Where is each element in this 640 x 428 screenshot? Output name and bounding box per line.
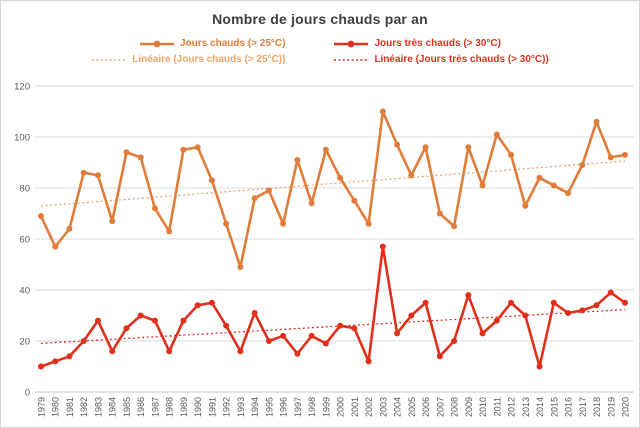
svg-text:1986: 1986 [136, 397, 146, 417]
svg-text:1982: 1982 [79, 397, 89, 417]
svg-text:1997: 1997 [293, 397, 303, 417]
dotted-line-swatch-icon [91, 55, 127, 65]
svg-text:1991: 1991 [207, 397, 217, 417]
svg-text:1984: 1984 [108, 397, 118, 417]
svg-text:40: 40 [19, 286, 30, 297]
svg-text:1981: 1981 [65, 397, 75, 417]
y-axis-labels: 0 20 40 60 80 100 120 [14, 82, 30, 399]
svg-text:1999: 1999 [321, 397, 331, 417]
legend-label: Jours chauds (> 25°C) [180, 38, 286, 49]
svg-text:2012: 2012 [507, 397, 517, 417]
legend-item-jours-chauds: Jours chauds (> 25°C) [139, 38, 285, 49]
svg-text:2006: 2006 [421, 397, 431, 417]
svg-text:2005: 2005 [407, 397, 417, 417]
legend-row-trendlines: Linéaire (Jours chauds (> 25°C)) Linéair… [91, 54, 549, 65]
svg-text:2001: 2001 [350, 397, 360, 417]
svg-text:1998: 1998 [307, 397, 317, 417]
svg-text:2008: 2008 [450, 397, 460, 417]
svg-text:1992: 1992 [222, 397, 232, 417]
svg-text:2002: 2002 [364, 397, 374, 417]
legend-label: Jours très chauds (> 30°C) [374, 38, 501, 49]
svg-text:2007: 2007 [435, 397, 445, 417]
legend-item-lineaire-jours-tres-chauds: Linéaire (Jours très chauds (> 30°C)) [333, 54, 549, 65]
svg-text:1995: 1995 [264, 397, 274, 417]
svg-text:100: 100 [14, 133, 30, 144]
svg-text:60: 60 [19, 235, 30, 246]
legend-label: Linéaire (Jours chauds (> 25°C)) [132, 54, 286, 65]
series-1 [38, 243, 628, 370]
svg-text:120: 120 [14, 82, 30, 93]
svg-text:1987: 1987 [150, 397, 160, 417]
svg-text:1993: 1993 [236, 397, 246, 417]
svg-text:80: 80 [19, 184, 30, 195]
svg-text:0: 0 [25, 388, 30, 399]
dotted-line-swatch-icon [333, 55, 369, 65]
svg-text:2011: 2011 [492, 397, 502, 416]
svg-text:1988: 1988 [165, 397, 175, 417]
legend-row-series: Jours chauds (> 25°C) Jours très chauds … [139, 38, 501, 49]
line-marker-swatch-icon [139, 39, 175, 49]
svg-text:2020: 2020 [621, 397, 631, 417]
legend-item-lineaire-jours-chauds: Linéaire (Jours chauds (> 25°C)) [91, 54, 285, 65]
legend-label: Linéaire (Jours très chauds (> 30°C)) [374, 54, 549, 65]
svg-text:2010: 2010 [478, 397, 488, 417]
svg-text:1990: 1990 [193, 397, 203, 417]
trendline-1 [40, 308, 626, 345]
svg-text:2018: 2018 [592, 397, 602, 417]
svg-text:2019: 2019 [606, 397, 616, 417]
svg-text:1980: 1980 [51, 397, 61, 417]
svg-text:2014: 2014 [535, 397, 545, 417]
series-0 [38, 108, 628, 271]
svg-text:2004: 2004 [393, 397, 403, 417]
x-axis-labels: 1979 1980 1981 1982 1983 1984 1985 1986 1987 1988… [37, 397, 631, 417]
trendline-0 [40, 160, 626, 207]
svg-text:1983: 1983 [93, 397, 103, 417]
line-marker-swatch-icon [333, 39, 369, 49]
gridlines [35, 85, 634, 393]
svg-text:2009: 2009 [464, 397, 474, 417]
svg-text:20: 20 [19, 337, 30, 348]
svg-text:2015: 2015 [549, 397, 559, 417]
svg-text:2003: 2003 [378, 397, 388, 417]
svg-text:1979: 1979 [37, 397, 47, 417]
svg-text:1989: 1989 [179, 397, 189, 417]
svg-text:1996: 1996 [279, 397, 289, 417]
svg-text:2000: 2000 [336, 397, 346, 417]
svg-text:2017: 2017 [578, 397, 588, 417]
chart-legend: Jours chauds (> 25°C) Jours très chauds … [1, 38, 639, 65]
chart-title: Nombre de jours chauds par an [212, 11, 428, 27]
legend-item-jours-tres-chauds: Jours très chauds (> 30°C) [333, 38, 501, 49]
svg-text:1985: 1985 [122, 397, 132, 417]
svg-text:2016: 2016 [564, 397, 574, 417]
svg-text:2013: 2013 [521, 397, 531, 417]
svg-text:1994: 1994 [250, 397, 260, 417]
